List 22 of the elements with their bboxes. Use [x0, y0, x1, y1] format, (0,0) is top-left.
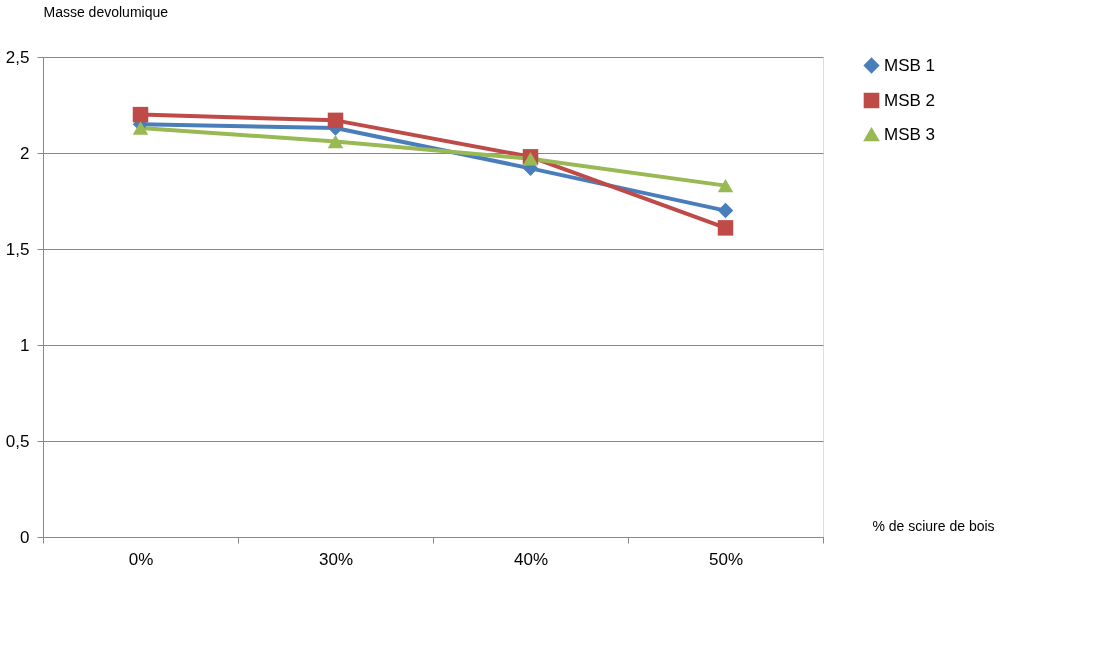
y-tick-label: 0: [20, 527, 30, 547]
legend-label: MSB 1: [884, 55, 936, 75]
point: [717, 178, 734, 193]
y-tick-label: 2: [20, 143, 30, 163]
point: [717, 202, 734, 219]
y-tick-label: 2,5: [5, 47, 30, 67]
x-tick-label: 0%: [128, 549, 154, 569]
x-axis-title: % de sciure de bois: [872, 517, 995, 534]
y-tick-label: 0,5: [5, 431, 30, 451]
y-axis-title: Masse devolumique: [43, 3, 169, 20]
point: [132, 106, 149, 123]
legend-label: MSB 2: [884, 90, 936, 110]
point: [132, 121, 149, 135]
point: [327, 112, 344, 129]
x-tick-label: 40%: [513, 549, 549, 569]
point: [327, 134, 344, 149]
point: [717, 220, 734, 236]
x-tick-label: 50%: [708, 549, 744, 569]
y-tick-label: 1,5: [5, 239, 30, 259]
legend-label: MSB 3: [884, 124, 936, 144]
y-tick-label: 1: [20, 335, 30, 355]
x-tick-label: 30%: [318, 549, 354, 569]
